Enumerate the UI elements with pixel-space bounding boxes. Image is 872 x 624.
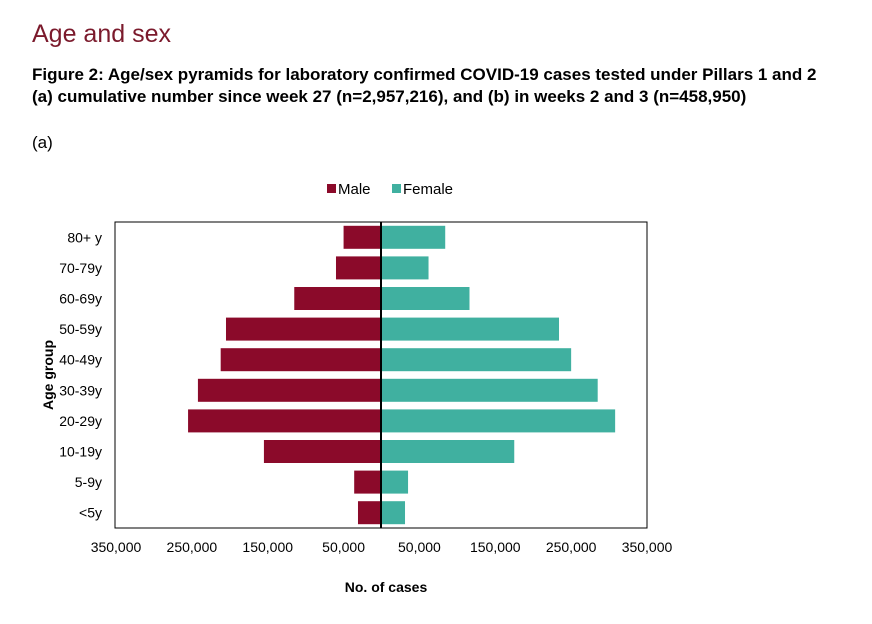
x-axis-title: No. of cases [345, 579, 428, 595]
x-tick-label: 250,000 [546, 539, 597, 555]
x-tick-label: 250,000 [167, 539, 218, 555]
section-title: Age and sex [32, 20, 171, 48]
bar-male-5 [197, 378, 381, 402]
x-tick-label: 150,000 [242, 539, 293, 555]
bar-male-7 [263, 440, 381, 463]
legend-label-male: Male [338, 181, 371, 198]
bar-female-3 [381, 317, 560, 341]
y-tick-label: 10-19y [59, 444, 102, 460]
y-tick-label: 40-49y [59, 352, 102, 368]
y-tick-label: 80+ y [67, 229, 102, 245]
y-tick-label: 50-59y [59, 321, 102, 337]
x-tick-label: 150,000 [470, 539, 521, 555]
y-tick-labels: 80+ y 70-79y 60-69y 50-59y 40-49y 30-39y 20-29… [59, 229, 102, 520]
bar-female-6 [381, 409, 616, 433]
bar-female-1 [381, 256, 429, 280]
bar-male-6 [188, 409, 381, 433]
legend-swatch-male [327, 184, 336, 193]
x-tick-labels: 350,000 250,000 150,000 50,000 50,000 150,000… [91, 539, 673, 555]
x-tick-label: 350,000 [91, 539, 142, 555]
y-tick-label: 30-39y [59, 382, 102, 398]
y-tick-label: 60-69y [59, 291, 102, 307]
bar-female-2 [381, 287, 470, 310]
bar-male-8 [354, 470, 381, 494]
figure-caption: Figure 2: Age/sex pyramids for laborator… [32, 65, 817, 106]
y-axis-title: Age group [40, 340, 56, 410]
legend-label-female: Female [403, 181, 453, 198]
bar-male-4 [220, 348, 381, 372]
bar-female-0 [381, 225, 446, 249]
x-tick-label: 50,000 [398, 539, 441, 555]
panel-label: (a) [32, 133, 53, 152]
bar-male-9 [357, 501, 381, 525]
bar-female-8 [381, 470, 409, 494]
bar-female-7 [381, 440, 515, 463]
bar-male-2 [294, 287, 381, 310]
y-tick-label: 20-29y [59, 413, 102, 429]
legend: Male Female [327, 181, 453, 198]
bar-male-0 [343, 225, 381, 249]
bar-male-3 [225, 317, 381, 341]
x-tick-label: 350,000 [622, 539, 673, 555]
legend-swatch-female [392, 184, 401, 193]
x-tick-label: 50,000 [322, 539, 365, 555]
bar-female-5 [381, 378, 598, 402]
bar-male-1 [335, 256, 381, 280]
bar-female-9 [381, 501, 406, 525]
bar-female-4 [381, 348, 572, 372]
y-tick-label: 5-9y [75, 474, 102, 490]
y-tick-label: 70-79y [59, 260, 102, 276]
bars [188, 225, 616, 525]
y-tick-label: <5y [79, 505, 102, 521]
